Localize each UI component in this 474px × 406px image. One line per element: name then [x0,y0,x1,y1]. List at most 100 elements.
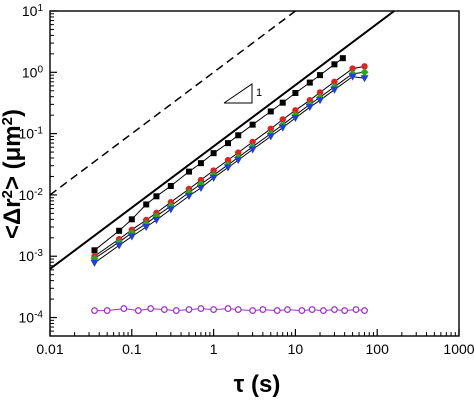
series-4-point [234,157,243,165]
series-1-point [128,216,135,223]
series-5-point [160,306,168,313]
series-5-point [172,307,180,314]
series-5-point [134,307,142,314]
series-4-point [348,73,357,81]
series-5-point [308,306,316,313]
series-5-point [91,307,98,314]
series-4-point [127,233,136,241]
series-1-point [279,99,286,106]
series-2-point [361,63,368,70]
series-2-point [197,176,205,184]
series-2-point [235,149,242,156]
series-5-point [147,305,155,312]
series-2-point [267,125,274,132]
series-2-point [331,78,338,86]
y-tick-label: 101 [22,3,44,20]
series-2-point [249,138,256,146]
y-axis: 10-4 10-3 10-2 10-1 100 101 [19,3,57,337]
slope-triangle: 1 [223,83,262,104]
series-5-point [185,306,193,313]
y-tick-label: 10-2 [19,186,44,203]
series-1-point [235,132,242,139]
series-2-point [306,97,314,104]
series-4-point [360,75,369,83]
series-4-point [291,114,300,122]
series-5-point [284,306,291,313]
series-5-point [234,306,242,313]
series-2-point [349,65,356,72]
plot-frame [49,10,460,337]
series-1-point [153,193,160,200]
series-2-point [224,156,232,164]
series-5-point [331,306,338,313]
series-5-point [197,305,205,312]
y-tick-label: 100 [22,64,44,81]
slope-label: 1 [256,87,262,99]
series-4-line [94,76,365,264]
series-4-point [278,124,287,132]
series-5-point [224,305,232,312]
x-tick-label: 1 [210,341,218,357]
series-1-point [306,79,313,86]
x-tick-label: 1000 [443,341,474,357]
series-4-point [196,184,205,192]
series-4-point [330,86,339,94]
series-1-point [185,168,192,175]
series-5-point [120,305,128,312]
series-4-point [248,146,257,154]
series-4-point [142,223,151,231]
x-tick-label: 100 [366,341,390,357]
series-2-point [279,116,286,123]
series-1-point [116,227,123,234]
y-tick-label: 10-4 [19,309,44,326]
series-4-point [224,164,233,172]
reference-lines [49,10,395,270]
solid-reference-line [49,10,395,270]
series-1-point [331,61,338,68]
series-5-point [249,307,257,314]
plot-area: 1 [49,10,460,337]
series-1-point [317,72,324,79]
series-2-point [292,107,299,114]
series-5-point [210,306,218,313]
series-1-point [267,108,274,115]
series-1-point [143,201,150,208]
series-1-point [210,150,217,157]
series-4-point [316,97,325,105]
x-tick-label: 10 [288,341,304,357]
x-tick-label: 0.01 [36,341,63,357]
series-4-point [166,206,175,214]
x-tick-label: 0.1 [122,341,142,357]
x-axis-title: τ (s) [234,371,281,398]
series-5-point [103,307,111,314]
series-markers [90,55,369,314]
series-3-point [360,68,369,77]
series-lines [94,57,365,312]
series-5-point [259,306,267,313]
series-4-point [209,174,218,182]
series-2-point [210,167,217,174]
series-5-point [298,307,306,314]
series-5-point [341,307,349,314]
series-4-point [266,133,275,141]
series-4-point [90,259,99,267]
series-1-point [167,182,174,189]
series-5-point [361,307,368,314]
series-1-point [225,140,232,147]
y-tick-label: 10-1 [19,125,44,142]
x-axis: 0.01 0.1 1 10 100 1000 [36,329,474,357]
dashed-reference-line [49,10,296,196]
series-5-point [273,307,281,314]
series-4-point [115,242,124,250]
series-4-point [305,104,314,112]
series-4-point [184,193,193,201]
series-5-point [320,307,327,314]
series-1-point [292,89,299,96]
series-1-point [249,121,256,128]
series-2-point [316,89,324,96]
series-1-point [339,55,346,62]
y-axis-title: <Δr2> (μm2) [0,109,26,239]
series-1-point [91,247,98,254]
series-5-point [352,306,360,313]
